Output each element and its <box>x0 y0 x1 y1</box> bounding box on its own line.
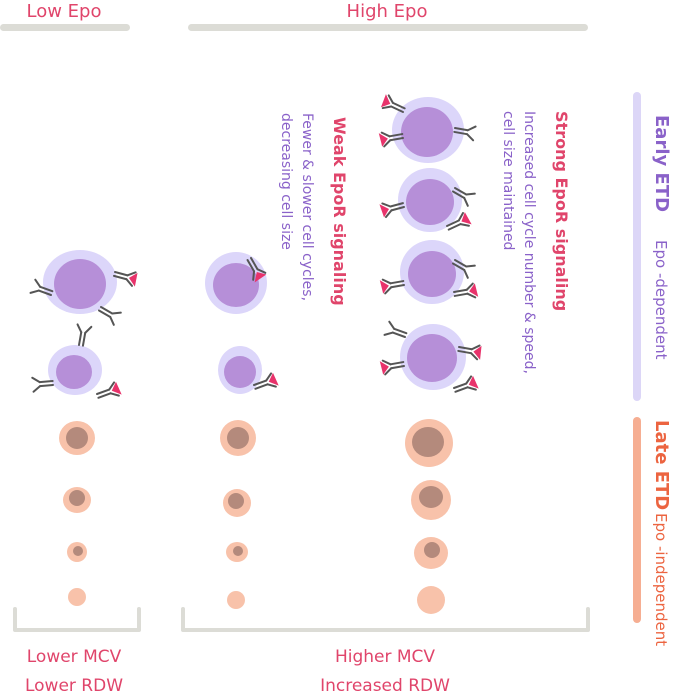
strong-epor-late-cell-3 <box>414 537 448 569</box>
high-epo-bottom-bracket <box>181 607 590 632</box>
late-etd-bar <box>633 417 641 623</box>
strong-epor-early-cell-1 <box>377 93 477 163</box>
low-epo-rdw-label: Lower RDW <box>25 676 123 696</box>
low-epo-late-cell-4 <box>68 588 86 606</box>
weak-epor-title: Weak EpoR signaling <box>330 117 349 306</box>
weak-epor-late-cell-4 <box>227 591 245 609</box>
early-etd-label: Early ETD <box>651 115 672 212</box>
strong-epor-early-cell-4 <box>378 320 484 398</box>
strong-epor-late-cell-1 <box>405 419 453 467</box>
high-epo-mcv-label: Higher MCV <box>335 647 435 667</box>
strong-epor-line2: cell size maintained <box>500 111 516 250</box>
strong-epor-early-cell-2 <box>378 168 476 236</box>
high-epo-header: High Epo <box>347 1 428 22</box>
strong-epor-late-cell-2 <box>411 480 451 520</box>
low-epo-early-cell-1 <box>29 250 140 326</box>
strong-epor-line1: Increased cell cycle number & speed, <box>521 111 537 374</box>
weak-epor-late-cell-3 <box>226 542 248 562</box>
weak-epor-late-cell-2 <box>223 489 251 517</box>
high-epo-rdw-label: Increased RDW <box>320 676 450 696</box>
low-epo-bottom-bracket <box>13 607 141 632</box>
weak-epor-early-cell-1 <box>205 252 268 314</box>
low-epo-late-cell-3 <box>67 542 87 562</box>
early-etd-sub-label: Epo -dependent <box>652 240 670 360</box>
weak-epor-line2: decreasing cell size <box>278 113 294 250</box>
strong-epor-early-cell-3 <box>378 240 480 304</box>
high-epo-header-bar <box>188 24 588 31</box>
weak-epor-late-cell-1 <box>220 420 256 456</box>
low-epo-mcv-label: Lower MCV <box>27 647 122 667</box>
early-etd-bar <box>633 92 641 401</box>
low-epo-early-cell-2 <box>31 323 123 404</box>
strong-epor-late-cell-4 <box>417 586 445 614</box>
low-epo-header-bar <box>0 24 130 31</box>
strong-epor-title: Strong EpoR signaling <box>552 111 571 311</box>
low-epo-late-cell-2 <box>63 487 91 513</box>
low-epo-late-cell-1 <box>59 421 95 455</box>
low-epo-header: Low Epo <box>27 1 102 22</box>
late-etd-sub-label: Epo -independent <box>652 513 670 646</box>
weak-epor-early-cell-2 <box>218 346 280 395</box>
late-etd-label: Late ETD <box>651 420 672 510</box>
weak-epor-line1: Fewer & slower cell cycles, <box>299 113 315 301</box>
